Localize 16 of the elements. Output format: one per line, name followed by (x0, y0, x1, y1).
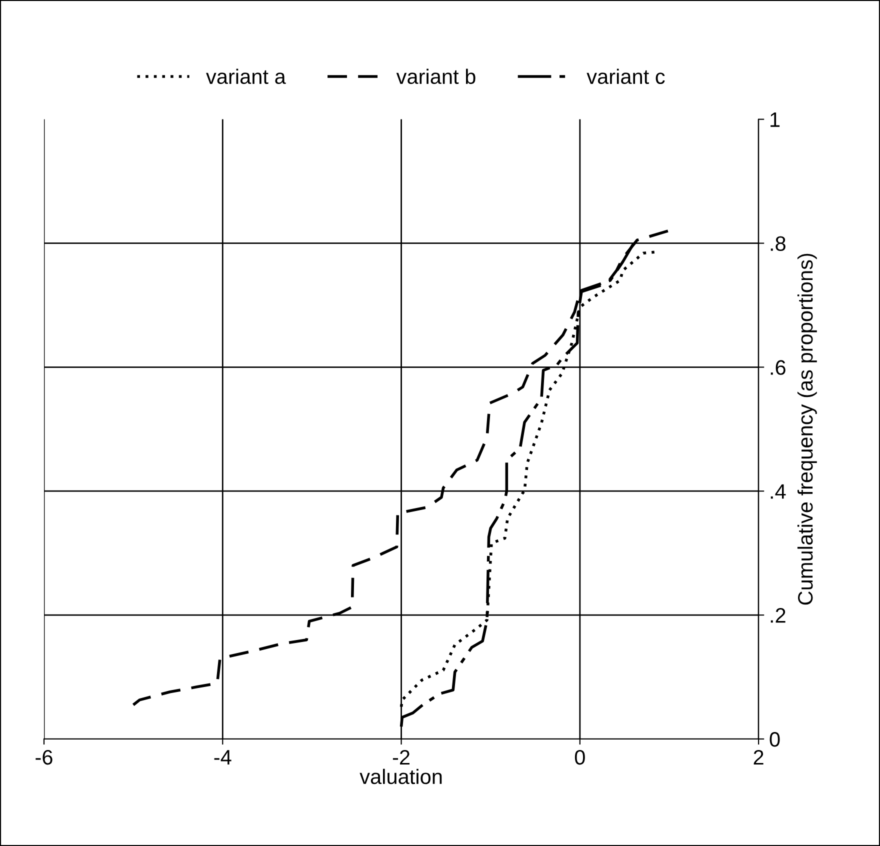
x-tick-label: -4 (214, 750, 232, 764)
y-tick-label: .6 (770, 360, 786, 375)
x-tick-label: 2 (754, 750, 764, 764)
y-tick-label: .4 (770, 484, 786, 499)
y-tick-label: .8 (770, 236, 786, 251)
legend-label: variant b (396, 68, 476, 84)
y-tick-label: .2 (770, 608, 786, 623)
x-tick-label: -2 (392, 750, 410, 764)
x-tick-label: 0 (574, 750, 585, 765)
y-tick-label: 1 (770, 112, 780, 127)
y-tick-label: 0 (770, 732, 780, 747)
legend-label: variant c (586, 68, 665, 84)
legend-label: variant a (206, 68, 286, 84)
x-axis-title: valuation (360, 768, 442, 784)
x-tick-label: -6 (36, 750, 52, 765)
y-axis-title: Cumulative frequency (as proportions) (797, 254, 817, 605)
